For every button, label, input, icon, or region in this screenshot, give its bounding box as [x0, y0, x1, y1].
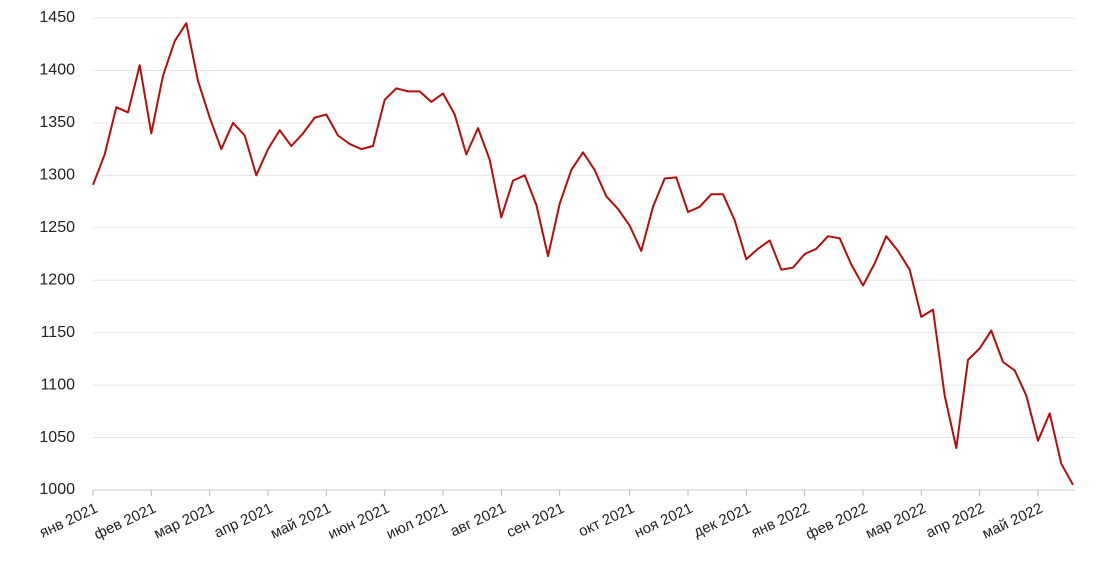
x-tick-label: июн 2021 [326, 500, 393, 543]
y-tick-label: 1300 [39, 167, 75, 184]
x-tick-label: мар 2022 [863, 500, 929, 543]
x-tick-label: дек 2021 [691, 500, 754, 541]
x-tick-label: июл 2021 [384, 500, 451, 543]
y-tick-label: 1350 [39, 114, 75, 131]
y-tick-label: 1050 [39, 429, 75, 446]
x-tick-label: апр 2022 [923, 500, 987, 542]
x-tick-label: май 2022 [980, 500, 1046, 543]
price-line [92, 22, 1074, 486]
x-tick-label: мар 2021 [151, 500, 217, 543]
y-tick-label: 1000 [39, 481, 75, 498]
y-tick-label: 1250 [39, 219, 75, 236]
x-tick-label: ноя 2021 [632, 500, 696, 542]
y-tick-label: 1150 [41, 324, 76, 341]
x-tick-label: авг 2021 [448, 500, 509, 540]
x-tick-label: май 2021 [268, 500, 334, 543]
x-tick-label: апр 2021 [212, 500, 276, 542]
x-tick-label: окт 2021 [576, 500, 637, 541]
x-tick-label: сен 2021 [504, 500, 567, 541]
x-tick-label: фев 2021 [92, 500, 159, 543]
y-tick-label: 1450 [39, 9, 75, 26]
y-tick-label: 1200 [39, 271, 75, 288]
x-tick-label: фев 2022 [803, 500, 870, 543]
x-tick-label: янв 2021 [37, 500, 100, 542]
y-tick-label: 1100 [41, 376, 76, 393]
y-tick-label: 1400 [39, 62, 75, 79]
x-tick-label: янв 2022 [749, 500, 812, 542]
